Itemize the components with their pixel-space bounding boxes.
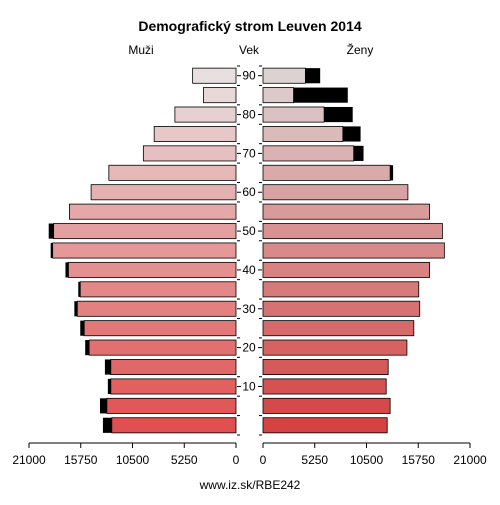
x-tick-label-left: 15750 [64, 453, 98, 467]
bar-male-excess-20-24 [85, 340, 90, 356]
x-tick-label-left: 5250 [171, 453, 198, 467]
left-series-label: Muži [128, 43, 153, 57]
bar-female-45-49 [262, 242, 445, 259]
age-tick-label: 10 [242, 379, 256, 393]
bar-male-50-54 [53, 223, 237, 240]
x-tick-label-left: 0 [233, 453, 240, 467]
bar-female-5-9 [262, 397, 391, 414]
bar-male-5-9 [106, 397, 237, 414]
bar-male-15-19 [110, 359, 237, 376]
bar-male-70-74 [142, 145, 237, 162]
bars-group [48, 67, 445, 434]
age-tick-label: 60 [242, 185, 256, 199]
bar-male-excess-5-9 [99, 398, 107, 414]
x-tick-label-left: 10500 [116, 453, 150, 467]
bar-male-85-89 [203, 87, 237, 104]
x-tick-label-left: 21000 [12, 453, 46, 467]
bar-male-excess-45-49 [50, 242, 53, 259]
bar-female-60-64 [262, 184, 409, 201]
bar-female-excess-85-89 [293, 87, 348, 103]
bar-male-10-14 [110, 378, 237, 395]
bar-male-excess-25-29 [80, 320, 85, 336]
bar-female-90+ [262, 67, 306, 84]
bar-male-20-24 [88, 339, 237, 356]
bar-male-55-59 [69, 203, 237, 220]
bar-female-75-79 [262, 125, 344, 142]
bar-male-excess-15-19 [104, 359, 111, 375]
x-tick-label-right: 5250 [301, 453, 328, 467]
age-tick-label: 50 [242, 224, 256, 238]
bar-male-40-44 [68, 261, 237, 278]
bar-female-15-19 [262, 359, 389, 376]
age-tick-label: 30 [242, 302, 256, 316]
bar-male-excess-0-4 [102, 417, 112, 433]
bar-female-40-44 [262, 261, 430, 278]
bar-female-80-84 [262, 106, 325, 123]
bar-male-excess-30-34 [74, 301, 78, 317]
bar-female-excess-80-84 [324, 106, 353, 123]
bar-female-20-24 [262, 339, 408, 356]
bar-female-10-14 [262, 378, 387, 395]
center-axis-label: Vek [239, 43, 260, 57]
source-footer: www.iz.sk/RBE242 [199, 478, 301, 492]
age-tick-label: 80 [242, 108, 256, 122]
bar-male-excess-35-39 [78, 281, 81, 297]
bar-male-30-34 [76, 300, 237, 317]
bar-female-excess-90+ [305, 68, 321, 84]
bar-male-45-49 [52, 242, 237, 259]
bar-female-30-34 [262, 300, 421, 317]
age-tick-label: 90 [242, 69, 256, 83]
bar-female-65-69 [262, 164, 391, 181]
chart-title: Demografický strom Leuven 2014 [138, 18, 362, 34]
axes-group: 10 20 30 40 50 60 70 80 90 21000 15750 10500 5250 0 0 5… [12, 65, 487, 467]
bar-male-65-69 [108, 164, 237, 181]
bar-female-excess-75-79 [342, 126, 361, 142]
bar-male-35-39 [79, 281, 237, 298]
bar-male-90+ [192, 67, 237, 84]
age-tick-label: 20 [242, 341, 256, 355]
x-tick-label-right: 21000 [453, 453, 487, 467]
bar-male-0-4 [111, 417, 237, 434]
bar-male-excess-40-44 [65, 262, 69, 278]
bar-female-55-59 [262, 203, 430, 220]
bar-female-excess-65-69 [390, 165, 394, 181]
bar-male-25-29 [83, 320, 237, 337]
age-tick-label: 70 [242, 146, 256, 160]
bar-female-70-74 [262, 145, 355, 162]
right-series-label: Ženy [347, 42, 374, 57]
bar-female-0-4 [262, 417, 388, 434]
bar-female-35-39 [262, 281, 420, 298]
bar-female-85-89 [262, 87, 294, 104]
bar-male-excess-10-14 [107, 378, 111, 395]
bar-male-80-84 [174, 106, 237, 123]
bar-male-excess-50-54 [48, 223, 54, 239]
age-tick-label: 40 [242, 263, 256, 277]
x-tick-label-right: 10500 [350, 453, 384, 467]
bar-female-25-29 [262, 320, 415, 337]
bar-male-75-79 [153, 125, 237, 142]
x-tick-label-right: 15750 [402, 453, 436, 467]
bar-female-excess-70-74 [353, 145, 364, 161]
x-tick-label-right: 0 [260, 453, 267, 467]
bar-female-50-54 [262, 223, 443, 240]
bar-male-60-64 [90, 184, 237, 201]
